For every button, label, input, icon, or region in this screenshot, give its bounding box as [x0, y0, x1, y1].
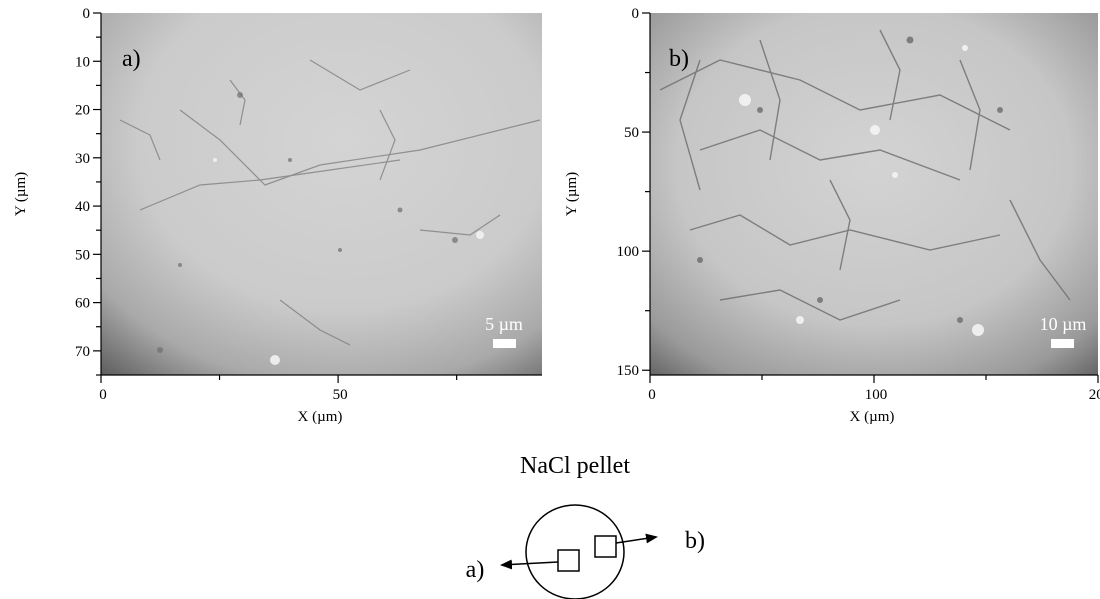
panel-b-label: b) [669, 46, 689, 72]
panel-a-y-tick-label: 30 [75, 151, 90, 167]
panel-a-specks [157, 92, 458, 353]
diagram-label-a: a) [466, 557, 485, 583]
panel-a-y-axis-label: Y (µm) [13, 172, 29, 216]
panel-b-y-ticks: 0 50 100 150 [617, 6, 650, 379]
panel-b-y-axis-label: Y (µm) [564, 172, 580, 216]
panel-a-y-ticks: 0 10 20 30 40 50 60 70 [75, 6, 101, 376]
panel-b-x-axis-label: X (µm) [850, 409, 895, 425]
panel-a-x-tick-label: 0 [99, 387, 107, 403]
arrow-b [615, 533, 658, 544]
panel-b: 0 50 100 150 0 100 200 b) X (µm) Y (µm) 10 µm [564, 6, 1100, 425]
panel-b-x-tick-label: 0 [648, 387, 656, 403]
panel-b-x-tick-label: 100 [865, 387, 888, 403]
panel-a-texture [119, 59, 541, 346]
panel-a: 0 10 20 30 40 50 60 70 0 50 a) X (µm) Y (µm) 5 µ… [13, 6, 542, 425]
panel-b-micrograph [650, 13, 1098, 375]
panel-a-x-ticks: 0 50 [99, 375, 458, 403]
panel-a-scale-bar-label: 5 µm [485, 314, 523, 334]
panel-a-y-tick-label: 40 [75, 199, 90, 215]
panel-b-texture [659, 29, 1071, 321]
arrow-a [500, 559, 559, 570]
panel-a-label: a) [122, 46, 141, 72]
panel-b-scale-bar [1051, 339, 1074, 348]
panel-a-x-tick-label: 50 [333, 387, 348, 403]
region-a-marker [557, 549, 580, 572]
panel-a-y-tick-label: 0 [83, 6, 91, 22]
region-b-marker [594, 535, 617, 558]
panel-b-y-tick-label: 150 [617, 363, 640, 379]
pellet-outline [525, 504, 625, 599]
panel-a-scale-bar [493, 339, 516, 348]
panel-a-y-tick-label: 70 [75, 344, 90, 360]
panel-a-y-tick-label: 20 [75, 103, 90, 119]
panel-a-bright-spots [213, 158, 484, 365]
panel-b-y-tick-label: 100 [617, 244, 640, 260]
panel-a-micrograph [101, 13, 542, 375]
panel-b-x-tick-label: 200 [1089, 387, 1100, 403]
caption: NaCl pellet [520, 453, 630, 479]
panel-a-y-tick-label: 10 [75, 54, 90, 70]
panel-a-x-axis-label: X (µm) [298, 409, 343, 425]
panel-b-x-ticks: 0 100 200 [648, 375, 1100, 403]
diagram-label-b: b) [685, 528, 705, 554]
panel-a-axes [100, 13, 542, 376]
panel-a-y-tick-label: 50 [75, 247, 90, 263]
panel-b-bright-spots [739, 45, 984, 336]
panel-b-specks [697, 36, 1003, 323]
panel-a-y-tick-label: 60 [75, 296, 90, 312]
pellet-diagram: a) b) [466, 504, 705, 599]
panel-b-scale-bar-label: 10 µm [1040, 314, 1087, 334]
panel-b-y-tick-label: 0 [632, 6, 640, 22]
panel-b-y-tick-label: 50 [624, 125, 639, 141]
